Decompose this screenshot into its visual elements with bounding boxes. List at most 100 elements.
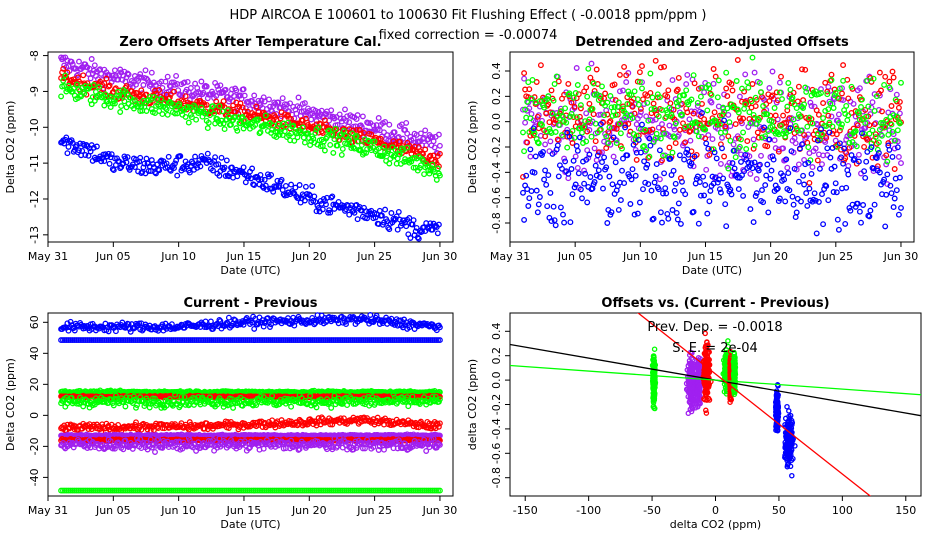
data-point bbox=[106, 82, 113, 89]
data-point bbox=[748, 98, 755, 105]
y-tick-label: -12 bbox=[28, 190, 41, 208]
data-point bbox=[705, 81, 712, 88]
data-point bbox=[892, 96, 899, 103]
data-point bbox=[130, 337, 137, 344]
data-point bbox=[873, 155, 880, 162]
data-point bbox=[798, 127, 804, 134]
data-point bbox=[869, 99, 876, 106]
data-point bbox=[63, 337, 70, 344]
data-point bbox=[775, 148, 782, 155]
data-point bbox=[543, 181, 550, 188]
data-point bbox=[685, 151, 692, 158]
data-point bbox=[559, 132, 565, 139]
data-point bbox=[761, 111, 768, 118]
data-point bbox=[650, 215, 657, 222]
data-point bbox=[620, 155, 626, 162]
data-point bbox=[670, 167, 677, 174]
data-point bbox=[522, 119, 529, 126]
data-point bbox=[87, 75, 94, 82]
data-point bbox=[565, 91, 572, 98]
data-point bbox=[738, 136, 744, 143]
data-point bbox=[811, 190, 818, 197]
data-point bbox=[540, 149, 546, 155]
data-point bbox=[436, 172, 443, 179]
data-point bbox=[210, 167, 216, 174]
data-point bbox=[890, 112, 897, 119]
data-point bbox=[849, 139, 856, 145]
data-point bbox=[696, 179, 703, 185]
data-point bbox=[279, 95, 286, 102]
data-point bbox=[573, 114, 580, 121]
y-tick-label: 20 bbox=[28, 377, 41, 391]
data-point bbox=[563, 119, 570, 126]
data-point bbox=[724, 93, 731, 100]
x-tick-label: Jun 10 bbox=[622, 250, 658, 263]
x-tick-label: Jun 05 bbox=[557, 250, 593, 263]
data-point bbox=[173, 72, 180, 79]
y-tick-label: -20 bbox=[28, 437, 41, 455]
data-point bbox=[726, 119, 733, 126]
data-point bbox=[198, 78, 205, 85]
data-point bbox=[258, 115, 265, 122]
data-point bbox=[65, 327, 72, 334]
data-point bbox=[702, 182, 709, 188]
data-point bbox=[176, 91, 183, 98]
data-point bbox=[410, 217, 417, 224]
data-point bbox=[736, 115, 743, 122]
data-point bbox=[893, 113, 900, 120]
data-point bbox=[883, 161, 890, 168]
data-point bbox=[677, 220, 684, 227]
data-point bbox=[547, 138, 554, 145]
data-point bbox=[550, 97, 557, 104]
data-point bbox=[617, 130, 624, 137]
data-point bbox=[90, 337, 97, 344]
data-point bbox=[858, 219, 864, 226]
data-point bbox=[740, 129, 747, 136]
data-point bbox=[358, 142, 365, 149]
data-point bbox=[162, 78, 169, 85]
data-point bbox=[895, 211, 902, 218]
data-point bbox=[801, 132, 808, 138]
data-point bbox=[675, 200, 682, 207]
data-point bbox=[574, 147, 581, 154]
data-point bbox=[883, 152, 890, 159]
data-point bbox=[776, 79, 783, 86]
data-point bbox=[262, 112, 269, 119]
data-point bbox=[572, 153, 579, 160]
data-point bbox=[96, 84, 103, 91]
data-point bbox=[610, 153, 617, 160]
data-point bbox=[406, 324, 413, 331]
data-point bbox=[611, 104, 618, 110]
data-point bbox=[60, 77, 67, 84]
data-point bbox=[773, 89, 780, 96]
data-point bbox=[634, 210, 641, 217]
data-point bbox=[109, 337, 116, 344]
data-point bbox=[781, 176, 788, 183]
data-point bbox=[843, 184, 850, 191]
data-point bbox=[595, 167, 602, 174]
data-point bbox=[586, 151, 593, 158]
data-point bbox=[109, 72, 116, 79]
data-point bbox=[894, 138, 901, 145]
data-point bbox=[577, 102, 584, 109]
data-point bbox=[386, 121, 393, 128]
data-point bbox=[334, 142, 341, 149]
data-point bbox=[111, 337, 118, 344]
data-point bbox=[548, 87, 555, 94]
data-point bbox=[666, 144, 673, 151]
data-point bbox=[234, 127, 241, 134]
data-point bbox=[872, 120, 879, 127]
data-point bbox=[875, 139, 882, 146]
data-point bbox=[356, 127, 363, 133]
data-point bbox=[120, 160, 127, 167]
data-point bbox=[861, 168, 868, 175]
data-point bbox=[396, 151, 403, 158]
data-point bbox=[285, 119, 291, 126]
data-point bbox=[115, 337, 122, 344]
data-point bbox=[432, 158, 439, 165]
data-point bbox=[166, 98, 173, 105]
data-point bbox=[217, 82, 224, 89]
data-point bbox=[784, 107, 791, 114]
data-point bbox=[583, 84, 590, 91]
